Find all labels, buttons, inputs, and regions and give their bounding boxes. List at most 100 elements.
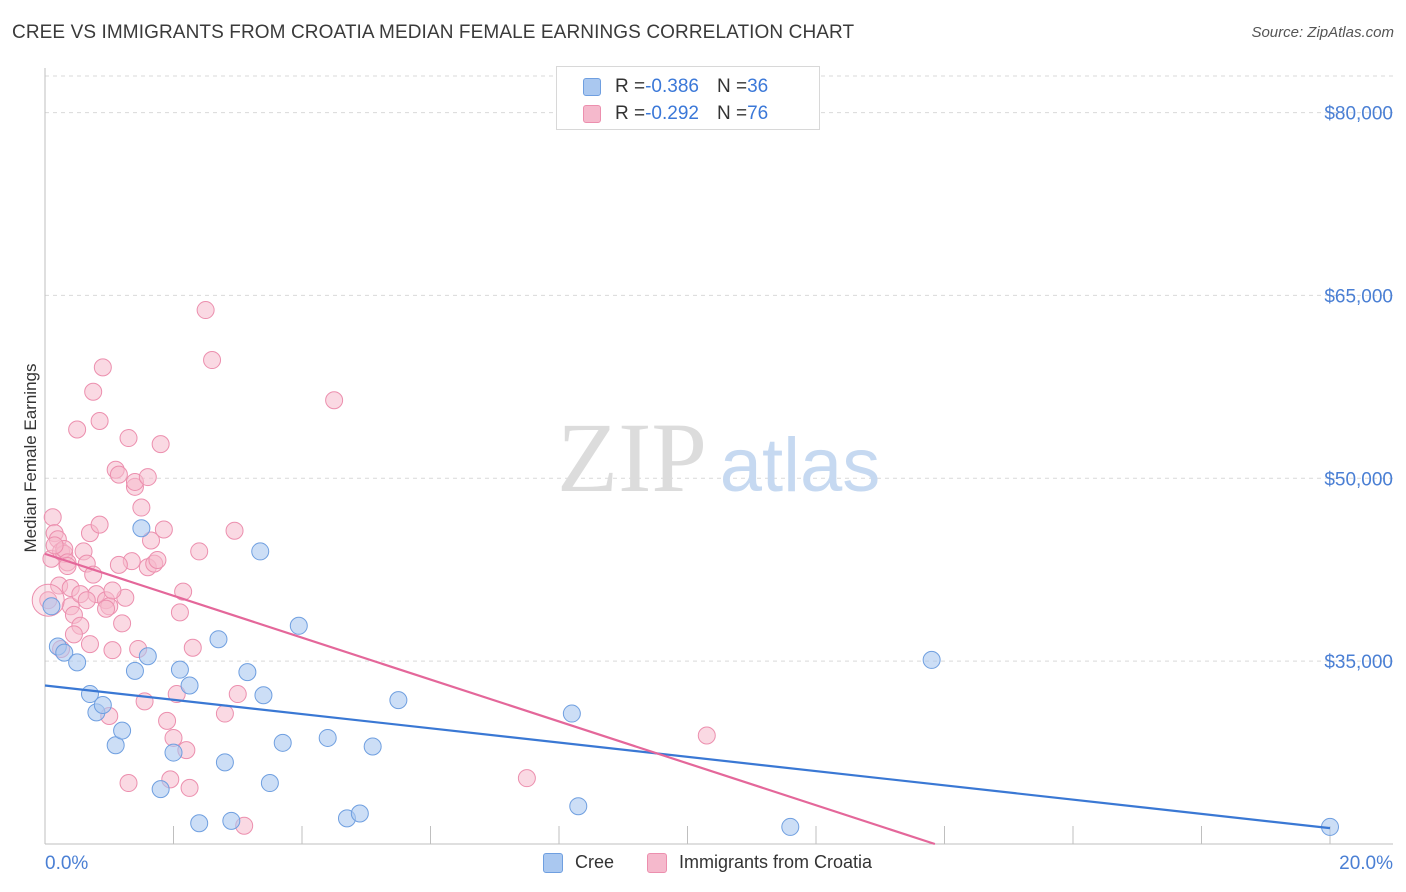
croatia-point [697,726,716,745]
trend-lines [44,552,1331,846]
cree-point [93,696,112,715]
croatia-point [174,582,193,601]
croatia-point [113,614,132,633]
croatia-point [203,351,222,370]
legend-row-cree: R = -0.386 N = 36 [583,73,768,101]
croatia-point [158,711,177,730]
croatia-point [45,536,64,555]
cree-point [164,743,183,762]
croatia-point [119,774,138,793]
cree-point [190,814,209,833]
croatia-point [517,769,536,788]
bottom-legend-swatch-cree [543,852,563,873]
axes [44,68,1393,845]
legend-r-label: R = [615,103,646,124]
bottom-legend-swatch-croatia [647,852,667,873]
watermark: ZIP atlas [557,402,880,513]
croatia-point [151,435,170,454]
cree-point [350,804,369,823]
y-tick-label: $35,000 [1324,652,1393,673]
croatia-point [132,498,151,517]
croatia-point [228,685,247,704]
croatia-point [90,411,109,430]
cree-point [922,650,941,669]
cree-point [215,753,234,772]
legend-n-label: N = [716,103,748,124]
cree-point [125,661,144,680]
croatia-trend-line [44,552,936,846]
croatia-point [97,599,116,618]
croatia-point [148,550,167,569]
cree-point [132,519,151,538]
cree-trend-line [44,684,1331,830]
croatia-point [215,704,234,723]
croatia-point [167,685,186,704]
bottom-legend-label-croatia: Immigrants from Croatia [679,852,873,872]
x-tick-label-min: 0.0% [45,853,88,874]
series-cree-points [42,519,1339,836]
croatia-point [103,581,122,600]
cree-point [781,817,800,836]
cree-point [273,733,292,752]
watermark-atlas: atlas [720,423,881,508]
croatia-point [225,521,244,540]
cree-point [68,653,87,672]
legend-r-value: -0.292 [645,103,699,124]
croatia-point [80,635,99,654]
cree-point [180,676,199,695]
cree-point [363,737,382,756]
cree-point [238,663,257,682]
croatia-point [43,508,62,527]
bottom-legend-cree: Cree [543,852,614,873]
cree-point [55,643,74,662]
cree-point [569,797,588,816]
y-tick-label: $50,000 [1324,469,1393,490]
croatia-point [93,358,112,377]
x-tick-label-max: 20.0% [1339,853,1393,874]
croatia-point [183,638,202,657]
cree-point [254,686,273,705]
croatia-point [64,625,83,644]
croatia-point [325,391,344,410]
cree-point [562,704,581,723]
croatia-point [109,465,128,484]
cree-point [289,616,308,635]
croatia-point [90,515,109,534]
croatia-point [77,591,96,610]
legend: R = -0.386 N = 36 R = -0.292 N = 76 [556,66,820,130]
legend-swatch-cree [583,78,601,96]
croatia-point [138,468,157,487]
cree-point [113,721,132,740]
bottom-legend-croatia: Immigrants from Croatia [647,852,872,873]
legend-swatch-croatia [583,105,601,123]
legend-r-value: -0.386 [645,76,699,97]
croatia-point [109,555,128,574]
croatia-point [84,382,103,401]
croatia-point [154,520,173,539]
y-tick-label: $80,000 [1324,104,1393,125]
cree-point [151,780,170,799]
croatia-point [196,301,215,320]
legend-row-croatia: R = -0.292 N = 76 [583,100,768,128]
bottom-legend-label-cree: Cree [575,852,615,872]
croatia-point [68,420,87,439]
cree-point [389,691,408,710]
bottom-legend: Cree Immigrants from Croatia [0,852,1406,878]
croatia-point [103,641,122,660]
y-tick-label: $65,000 [1324,286,1393,307]
cree-point [138,647,157,666]
croatia-point [142,531,161,550]
cree-point [251,542,270,561]
tick-labels: $35,000 $50,000 $65,000 $80,000 0.0% 20.0% [45,104,1393,874]
croatia-point [119,429,138,448]
cree-point [42,597,61,616]
source-label: Source: ZipAtlas.com [1251,24,1394,41]
watermark-zip: ZIP [557,402,707,513]
cree-point [170,660,189,679]
legend-n-value: 76 [747,103,769,124]
legend-n-label: N = [716,76,748,97]
legend-r-label: R = [615,76,646,97]
croatia-point [170,603,189,622]
chart-title: CREE VS IMMIGRANTS FROM CROATIA MEDIAN F… [12,22,855,43]
